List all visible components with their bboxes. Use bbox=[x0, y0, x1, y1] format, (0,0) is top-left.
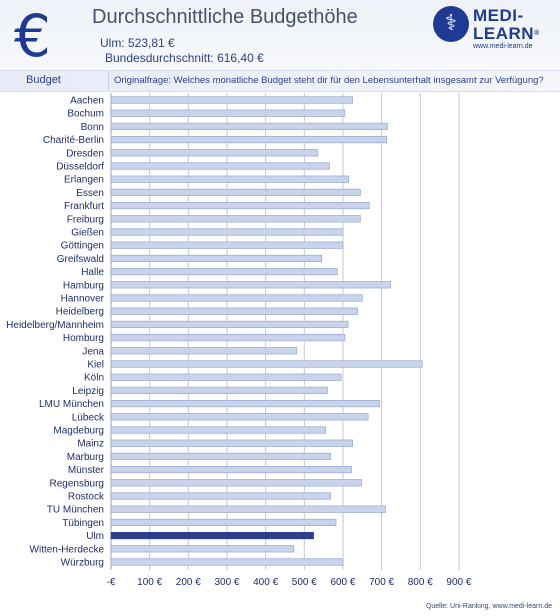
category-label: Köln bbox=[84, 373, 104, 384]
bar bbox=[110, 518, 337, 526]
bar bbox=[110, 545, 295, 553]
bar bbox=[110, 175, 350, 183]
ulm-budget-value: Ulm: 523,81 € bbox=[100, 36, 175, 50]
bar bbox=[110, 188, 361, 196]
category-label: Heidelberg bbox=[56, 307, 104, 318]
question-band bbox=[0, 70, 560, 92]
x-tick-label: 400 € bbox=[253, 577, 278, 588]
bar bbox=[110, 492, 331, 500]
national-average-value: Bundesdurchschnitt: 616,40 € bbox=[105, 51, 264, 65]
bar bbox=[110, 360, 423, 368]
bar bbox=[110, 109, 346, 117]
category-label: Jena bbox=[82, 346, 104, 357]
x-tick-label: -€ bbox=[107, 577, 116, 588]
bar bbox=[110, 281, 391, 289]
category-label: Düsseldorf bbox=[56, 162, 104, 173]
logo-text-line2: LEARN® bbox=[473, 25, 540, 43]
original-question: Originalfrage: Welches monatliche Budget… bbox=[114, 75, 544, 86]
category-label: Gießen bbox=[71, 228, 104, 239]
category-label: Erlangen bbox=[64, 175, 104, 186]
bar bbox=[110, 386, 328, 394]
category-label: Regensburg bbox=[50, 478, 104, 489]
bar bbox=[110, 373, 342, 381]
section-label: Budget bbox=[26, 74, 61, 86]
bar bbox=[110, 334, 346, 342]
bar bbox=[110, 466, 352, 474]
bar bbox=[110, 347, 297, 355]
category-label: Freiburg bbox=[67, 214, 104, 225]
bar bbox=[110, 479, 362, 487]
bar bbox=[110, 426, 326, 434]
category-label: Frankfurt bbox=[64, 201, 104, 212]
x-tick-label: 300 € bbox=[214, 577, 239, 588]
category-label: Aachen bbox=[70, 96, 104, 107]
category-label: Lübeck bbox=[72, 412, 105, 423]
category-label: Homburg bbox=[63, 333, 104, 344]
medi-learn-logo: ⚕ MEDI- LEARN® www.medi-learn.de bbox=[433, 6, 553, 54]
category-label: Charité-Berlin bbox=[43, 135, 104, 146]
bar bbox=[110, 228, 344, 236]
category-label: LMU München bbox=[39, 399, 104, 410]
trademark-symbol: ® bbox=[534, 30, 540, 37]
x-tick-label: 100 € bbox=[137, 577, 162, 588]
bar bbox=[110, 439, 353, 447]
category-label: Mainz bbox=[77, 439, 104, 450]
category-label: Witten-Herdecke bbox=[30, 544, 105, 555]
category-label: Göttingen bbox=[61, 241, 104, 252]
x-tick-label: 200 € bbox=[176, 577, 201, 588]
bar bbox=[110, 294, 363, 302]
euro-icon: € bbox=[14, 2, 51, 70]
bar bbox=[110, 149, 319, 157]
bar bbox=[110, 241, 344, 249]
logo-word: LEARN bbox=[473, 24, 535, 43]
band-divider bbox=[108, 71, 109, 90]
bar bbox=[110, 268, 338, 276]
category-label: Halle bbox=[81, 267, 104, 278]
bar bbox=[110, 215, 361, 223]
bar bbox=[110, 254, 322, 262]
category-label: Würzburg bbox=[61, 558, 104, 569]
category-label: Rostock bbox=[68, 492, 105, 503]
category-label: Ulm bbox=[86, 531, 104, 542]
page-title: Durchschnittliche Budgethöhe bbox=[92, 6, 358, 28]
bar bbox=[110, 413, 369, 421]
x-tick-label: 700 € bbox=[369, 577, 394, 588]
bar bbox=[110, 400, 380, 408]
category-label: Münster bbox=[68, 465, 105, 476]
bar bbox=[110, 320, 349, 328]
bar bbox=[110, 122, 388, 130]
category-label: Hamburg bbox=[63, 280, 104, 291]
bar bbox=[110, 452, 331, 460]
logo-text-line1: MEDI- bbox=[473, 6, 524, 25]
source-note: Quelle: Uni-Ranking, www.medi-learn.de bbox=[425, 603, 552, 610]
category-label: Bonn bbox=[81, 122, 104, 133]
bar bbox=[110, 307, 358, 315]
category-label: Leipzig bbox=[72, 386, 104, 397]
category-label: Greifswald bbox=[57, 254, 104, 265]
bar bbox=[110, 202, 370, 210]
logo-url: www.medi-learn.de bbox=[473, 43, 533, 50]
category-label: Kiel bbox=[87, 360, 104, 371]
x-tick-label: 900 € bbox=[446, 577, 471, 588]
x-tick-label: 500 € bbox=[292, 577, 317, 588]
category-label: Bochum bbox=[67, 109, 104, 120]
category-label: Essen bbox=[76, 188, 104, 199]
category-label: Hannover bbox=[61, 294, 105, 305]
bar-highlight bbox=[110, 532, 314, 540]
x-tick-label: 800 € bbox=[408, 577, 433, 588]
category-label: Tübingen bbox=[62, 518, 104, 529]
category-label: Marburg bbox=[67, 452, 104, 463]
bar bbox=[110, 96, 353, 104]
category-label: TU München bbox=[47, 505, 104, 516]
category-label: Heidelberg/Mannheim bbox=[6, 320, 104, 331]
x-tick-label: 600 € bbox=[330, 577, 355, 588]
category-label: Magdeburg bbox=[53, 426, 104, 437]
category-label: Dresden bbox=[66, 148, 104, 159]
caduceus-icon: ⚕ bbox=[433, 6, 469, 42]
bar bbox=[110, 136, 387, 144]
bar bbox=[110, 162, 330, 170]
bar bbox=[110, 505, 386, 513]
bar bbox=[110, 558, 344, 566]
